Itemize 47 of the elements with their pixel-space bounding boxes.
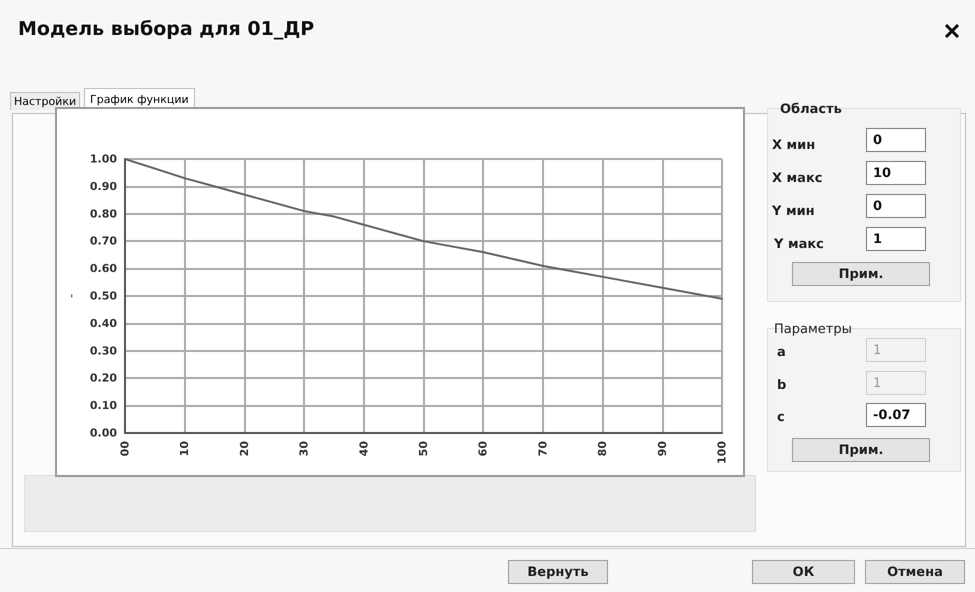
text: Прим. xyxy=(792,438,930,462)
text: Y макс xyxy=(774,237,824,252)
text: Область xyxy=(780,102,842,117)
text: 10 xyxy=(866,161,926,185)
text: 0 xyxy=(866,128,926,152)
text: Настройки xyxy=(10,92,80,110)
x-tick-label: 70 xyxy=(536,440,550,456)
x-tick-label: 80 xyxy=(596,440,610,456)
text: График функции xyxy=(84,88,195,110)
text: X макс xyxy=(772,171,822,186)
y-tick-label: 0.00 xyxy=(90,426,118,440)
y-tick-label: 0.50 xyxy=(90,290,118,302)
y-tick-label: 0.70 xyxy=(90,234,118,248)
text: Y мин xyxy=(772,204,815,219)
text: Модель выбора для 01_ДР xyxy=(18,18,314,40)
y-tick-label: 1.00 xyxy=(90,152,118,166)
x-tick-label: 00 xyxy=(118,440,132,456)
y-tick-label: 0.80 xyxy=(90,207,118,220)
y-tick-label: 0.30 xyxy=(90,344,118,358)
x-tick-label: 10 xyxy=(178,440,192,456)
y-tick-label: 0.40 xyxy=(90,316,118,330)
y-tick-label: 0.10 xyxy=(90,399,118,412)
y-axis-title: - xyxy=(64,294,78,298)
text: 1 xyxy=(866,227,926,251)
text: b xyxy=(777,378,786,393)
text: 0 xyxy=(866,194,926,218)
x-tick-label: 50 xyxy=(417,440,430,456)
y-tick-label: 0.90 xyxy=(90,180,118,193)
text: a xyxy=(777,345,786,360)
text: 1 xyxy=(866,338,926,362)
text: ОК xyxy=(752,560,855,584)
text: -0.07 xyxy=(866,403,926,427)
text: X мин xyxy=(772,138,816,153)
x-tick-label: 30 xyxy=(298,440,311,456)
text: c xyxy=(777,410,785,425)
x-tick-label: 100 xyxy=(716,440,728,464)
y-tick-label: 0.60 xyxy=(90,262,118,276)
text: 1 xyxy=(866,371,926,395)
text: Прим. xyxy=(792,262,930,286)
text: Параметры xyxy=(774,322,852,337)
x-tick-label: 40 xyxy=(357,440,370,456)
text: Вернуть xyxy=(508,560,608,584)
x-tick-label: 20 xyxy=(238,440,251,456)
y-tick-label: 0.20 xyxy=(90,372,118,385)
x-tick-label: 90 xyxy=(656,440,669,456)
x-tick-label: 60 xyxy=(476,440,490,456)
text: Отмена xyxy=(865,560,965,584)
